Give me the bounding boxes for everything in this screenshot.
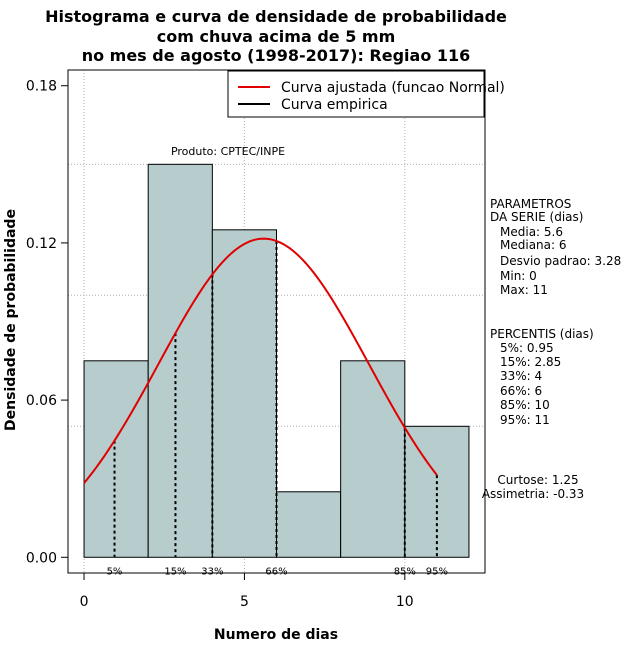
x-tick-label-2: 10: [396, 594, 414, 610]
legend: Curva ajustada (funcao Normal) Curva emp…: [227, 70, 505, 118]
param-min: Min: 0: [500, 269, 537, 283]
param-desvio: Desvio padrao: 3.28: [500, 254, 621, 268]
title-line-1: Histograma e curva de densidade de proba…: [45, 7, 507, 26]
parameters-block: PARAMETROS DA SERIE (dias) Media: 5.6 Me…: [490, 197, 621, 297]
y-tick-label-1: 0.06: [26, 393, 57, 409]
percentil-95: 95%: 11: [500, 413, 550, 427]
percentile-mark-label-3: 66%: [265, 566, 287, 577]
chart-title: Histograma e curva de densidade de proba…: [45, 7, 507, 65]
y-tick-label-2: 0.12: [26, 236, 57, 252]
params-header-2: DA SERIE (dias): [490, 210, 583, 224]
percentil-66: 66%: 6: [500, 384, 542, 398]
x-tick-label-1: 5: [240, 594, 249, 610]
x-axis: 0 5 10: [80, 572, 414, 610]
histogram-bar-1: [147, 163, 213, 558]
title-line-3: no mes de agosto (1998-2017): Regiao 116: [82, 46, 471, 65]
percentile-mark-label-2: 33%: [201, 566, 223, 577]
histogram-bar-4: [340, 360, 406, 558]
title-line-2: com chuva acima de 5 mm: [157, 27, 396, 46]
y-axis-title: Densidade de probabilidade: [3, 209, 19, 431]
percentis-header: PERCENTIS (dias): [490, 327, 594, 341]
fitted-curve: [83, 237, 438, 484]
histogram-bar-0: [83, 360, 149, 558]
plot-frame: [67, 69, 486, 574]
percentile-mark-label-5: 95%: [426, 566, 448, 577]
param-media: Media: 5.6: [500, 225, 563, 239]
y-axis: 0.00 0.06 0.12 0.18: [26, 79, 69, 566]
curtose-label: Curtose: 1.25: [497, 473, 578, 487]
y-tick-label-0: 0.00: [26, 550, 57, 566]
param-mediana: Mediana: 6: [500, 238, 567, 252]
percentil-5: 5%: 0.95: [500, 341, 554, 355]
histogram-bar-2: [211, 229, 278, 558]
product-label: Produto: CPTEC/INPE: [171, 145, 285, 158]
percentil-85: 85%: 10: [500, 398, 550, 412]
moments-block: Curtose: 1.25 Assimetria: -0.33: [482, 473, 584, 501]
y-tick-label-3: 0.18: [26, 79, 57, 95]
histogram-bar-5: [404, 425, 470, 558]
percentis-block: PERCENTIS (dias) 5%: 0.95 15%: 2.85 33%:…: [490, 327, 594, 427]
legend-box: [227, 70, 485, 118]
legend-label-fitted: Curva ajustada (funcao Normal): [281, 80, 505, 96]
legend-label-empirical: Curva empirica: [281, 97, 388, 113]
histogram-bars: [83, 163, 470, 558]
percentile-mark-label-4: 85%: [394, 566, 416, 577]
x-tick-label-0: 0: [80, 594, 89, 610]
x-axis-title: Numero de dias: [214, 627, 338, 643]
percentile-marks: 5% 15% 33% 66% 85% 95%: [107, 240, 448, 577]
fitted-normal-curve: [83, 237, 438, 484]
param-max: Max: 11: [500, 283, 548, 297]
percentile-mark-label-1: 15%: [164, 566, 186, 577]
params-header-1: PARAMETROS: [490, 197, 571, 211]
percentil-15: 15%: 2.85: [500, 355, 561, 369]
percentil-33: 33%: 4: [500, 369, 542, 383]
assimetria-label: Assimetria: -0.33: [482, 487, 584, 501]
percentile-mark-label-0: 5%: [107, 566, 123, 577]
histogram-bar-3: [276, 491, 342, 558]
